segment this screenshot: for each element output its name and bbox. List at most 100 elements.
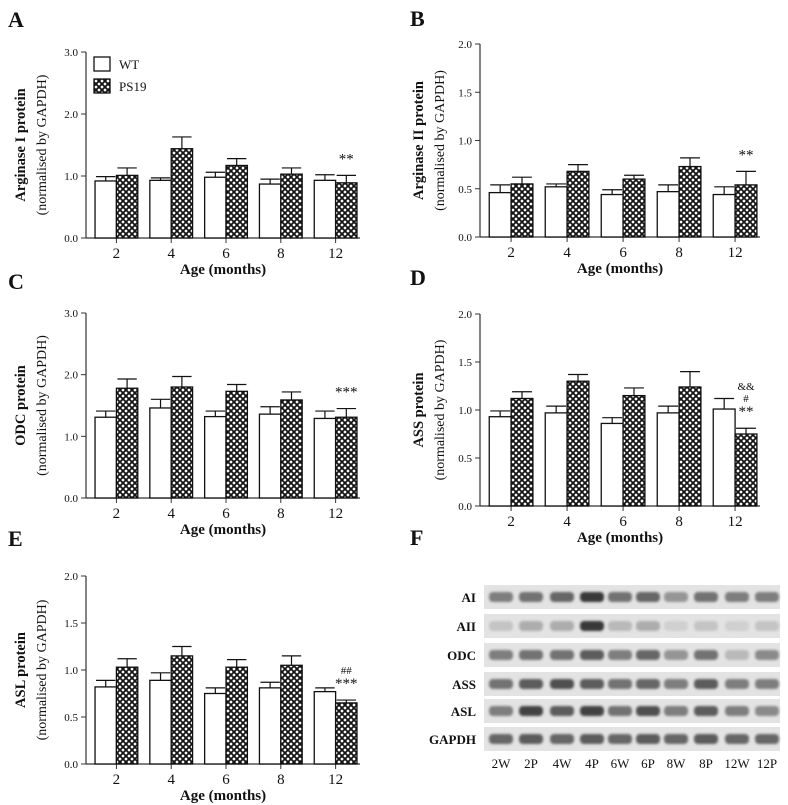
blot-band xyxy=(608,592,632,602)
blot-band xyxy=(725,592,749,602)
blot-lane-label: 8P xyxy=(699,756,713,771)
bar-wt xyxy=(203,415,227,499)
bar-wt xyxy=(712,408,736,507)
significance-mark: *** xyxy=(335,385,358,401)
significance-mark: # xyxy=(743,393,749,405)
x-tick-label: 4 xyxy=(167,772,175,788)
panel-label: A xyxy=(8,7,24,32)
blot-band xyxy=(755,650,779,660)
blot-band xyxy=(725,706,749,716)
y-tick-label: 1.0 xyxy=(458,136,472,148)
x-tick-label: 8 xyxy=(277,506,285,522)
y-axis-subtitle: (normalised by GAPDH) xyxy=(35,599,50,740)
blot-band xyxy=(580,706,604,716)
bar-wt xyxy=(600,422,624,507)
bar-wt xyxy=(203,692,227,765)
blot-band xyxy=(636,679,660,689)
blot-band xyxy=(519,734,543,744)
blot-lane-label: 2P xyxy=(524,756,538,771)
bar-wt xyxy=(656,412,680,507)
blot-lane-label: 8W xyxy=(667,756,687,771)
blot-lane-label: 12P xyxy=(757,756,777,771)
blot-band xyxy=(694,592,718,602)
y-tick-label: 1.5 xyxy=(64,618,78,630)
x-axis-title: Age (months) xyxy=(577,530,663,546)
panel-label: E xyxy=(8,526,23,551)
bar-wt xyxy=(149,407,172,499)
x-axis-title: Age (months) xyxy=(180,262,266,278)
blot-band xyxy=(550,650,574,660)
y-axis-title: Arginase II protein xyxy=(411,81,427,200)
blot-band xyxy=(608,706,632,716)
bar-ps19 xyxy=(334,702,358,765)
bar-ps19 xyxy=(170,148,194,239)
blot-band xyxy=(636,621,660,631)
chart-panel-d: D 0.0 0.5 1.0 1.5 2.0 2 4 6 8 12 **#&& Age (months) A… xyxy=(410,265,760,546)
bar-ps19 xyxy=(225,164,249,239)
blot-band xyxy=(489,621,513,631)
blot-row-label: ASL xyxy=(451,704,477,719)
western-blot: F AI AII ODC ASS ASL GAPDH 2W 2P 4W 4P 6W 6P 8W 8P 12W 1… xyxy=(410,525,780,771)
y-tick-label: 0.0 xyxy=(64,233,78,245)
blot-band xyxy=(550,706,574,716)
y-tick-label: 0.0 xyxy=(458,501,472,513)
bar-wt xyxy=(149,679,172,765)
bar-ps19 xyxy=(678,165,702,238)
x-axis-title: Age (months) xyxy=(577,261,663,277)
bar-wt xyxy=(258,413,282,499)
blot-band xyxy=(489,650,513,660)
bar-ps19 xyxy=(115,174,139,239)
bar-wt xyxy=(313,179,337,239)
x-axis-title: Age (months) xyxy=(180,788,266,804)
panel-label: D xyxy=(410,265,426,290)
blot-band xyxy=(694,679,718,689)
x-tick-label: 12 xyxy=(328,506,343,522)
blot-band xyxy=(550,592,574,602)
blot-band xyxy=(664,592,688,602)
x-tick-label: 2 xyxy=(113,772,121,788)
y-tick-label: 3.0 xyxy=(64,47,78,59)
blot-band xyxy=(755,734,779,744)
bar-wt xyxy=(258,687,282,765)
blot-band xyxy=(664,734,688,744)
bar-wt xyxy=(488,416,512,507)
chart-panel-b: B 0.0 0.5 1.0 1.5 2.0 2 4 6 8 12 ** Age (months) Argi… xyxy=(410,6,760,277)
y-tick-label: 1.0 xyxy=(64,431,78,443)
bar-charts: A 0.0 1.0 2.0 3.0 2 4 6 8 12 ** Age (months) Arginas… xyxy=(8,6,760,804)
y-tick-label: 2.0 xyxy=(64,109,78,121)
bar-ps19 xyxy=(510,397,534,507)
bar-ps19 xyxy=(622,394,646,507)
chart-panel-a: A 0.0 1.0 2.0 3.0 2 4 6 8 12 ** Age (months) Arginas… xyxy=(8,7,360,278)
blot-band xyxy=(664,621,688,631)
blot-band xyxy=(550,679,574,689)
blot-band xyxy=(580,734,604,744)
x-tick-label: 6 xyxy=(619,514,627,530)
y-axis-title: ASS protein xyxy=(411,372,427,447)
legend-ps19-label: PS19 xyxy=(119,79,146,94)
bar-ps19 xyxy=(334,182,358,239)
x-tick-label: 4 xyxy=(563,514,571,530)
bar-ps19 xyxy=(566,170,590,238)
bar-ps19 xyxy=(170,655,194,765)
x-tick-label: 6 xyxy=(222,246,230,262)
significance-mark: ** xyxy=(739,404,754,420)
x-tick-label: 12 xyxy=(328,246,343,262)
blot-lane-label: 2W xyxy=(492,756,512,771)
x-tick-label: 8 xyxy=(277,772,285,788)
panel-label: C xyxy=(8,269,24,294)
blot-band xyxy=(608,650,632,660)
x-tick-label: 12 xyxy=(328,772,343,788)
panel-label: B xyxy=(410,6,425,31)
blot-band xyxy=(489,706,513,716)
y-tick-label: 3.0 xyxy=(64,308,78,320)
blot-band xyxy=(755,592,779,602)
bar-ps19 xyxy=(280,173,303,239)
bar-ps19 xyxy=(566,380,590,507)
legend-wt-label: WT xyxy=(119,57,139,72)
bar-wt xyxy=(94,180,118,239)
bar-ps19 xyxy=(115,387,139,499)
blot-band xyxy=(489,734,513,744)
x-tick-label: 4 xyxy=(167,246,175,262)
x-axis-title: Age (months) xyxy=(180,522,266,538)
